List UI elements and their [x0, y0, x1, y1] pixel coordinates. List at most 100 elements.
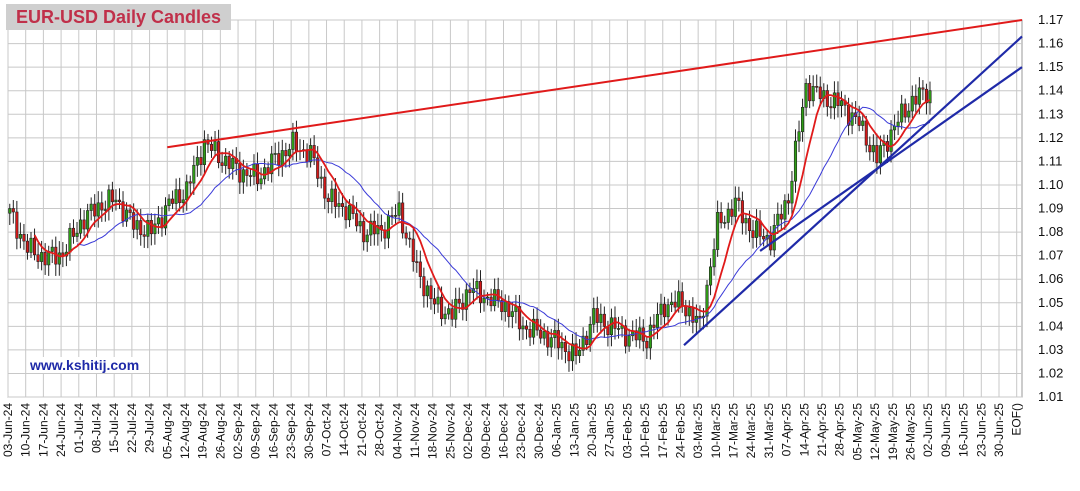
candle-down [914, 95, 918, 105]
x-tick-label: 24-Jun-24 [54, 403, 68, 457]
candle-down [362, 221, 366, 243]
candle-down [316, 157, 320, 179]
candle-up [114, 199, 118, 203]
candle-down [737, 197, 741, 201]
candle-up [47, 251, 51, 266]
x-tick-label: 16-Jun-25 [957, 403, 971, 457]
x-tick-label: 19-Aug-24 [196, 403, 210, 459]
candle-up [365, 234, 369, 243]
candle-up [475, 280, 479, 289]
candle-down [277, 153, 281, 166]
candle-down [390, 215, 394, 217]
candle-up [712, 249, 716, 268]
candle-down [857, 116, 861, 126]
candle-up [486, 296, 490, 299]
candle-up [744, 218, 748, 224]
y-tick-label: 1.06 [1038, 271, 1063, 286]
x-tick-label: 10-Feb-25 [638, 403, 652, 459]
candle-up [889, 129, 893, 152]
x-tick-label: 05-May-25 [850, 403, 864, 461]
candle-down [100, 202, 104, 211]
candle-up [627, 335, 631, 347]
candle-up [797, 131, 801, 142]
candle-down [209, 143, 214, 151]
candle-down [440, 296, 444, 320]
candle-down [25, 240, 30, 253]
candle-up [454, 298, 458, 320]
candle-up [181, 199, 185, 204]
x-tick-label: 03-Jun-24 [1, 403, 15, 457]
y-tick-label: 1.14 [1038, 83, 1063, 98]
candle-down [829, 106, 833, 109]
candle-up [447, 308, 451, 315]
candle-down [517, 306, 521, 330]
candle-down [818, 86, 822, 100]
candle-up [705, 284, 709, 317]
candle-up [910, 95, 914, 112]
chart-grid [7, 19, 1023, 398]
candle-up [578, 350, 582, 357]
candle-down [355, 213, 359, 227]
candle-up [493, 289, 497, 307]
candle-up [655, 314, 659, 328]
y-tick-label: 1.08 [1038, 224, 1063, 239]
candle-up [397, 202, 401, 216]
x-tick-label: 06-Jan-25 [550, 403, 564, 457]
candle-up [40, 252, 44, 262]
candle-up [96, 202, 100, 217]
candle-up [755, 220, 759, 238]
candle-up [716, 211, 720, 250]
candle-down [924, 88, 928, 104]
x-tick-label: 24-Mar-25 [744, 403, 758, 459]
candle-up [928, 90, 932, 104]
candle-down [220, 162, 224, 166]
candle-up [337, 203, 341, 207]
y-tick-label: 1.03 [1038, 342, 1063, 357]
candle-up [482, 297, 486, 304]
candle-down [808, 83, 812, 102]
candle-down [401, 202, 405, 234]
candle-down [595, 308, 599, 323]
x-tick-label: EOF() [1010, 403, 1024, 436]
candle-up [776, 213, 780, 226]
x-tick-label: 02-Dec-24 [461, 403, 475, 459]
x-tick-label: 02-Sep-24 [231, 403, 245, 459]
candle-up [772, 225, 776, 251]
candle-up [687, 307, 691, 317]
x-tick-label: 05-Aug-24 [160, 403, 174, 459]
watermark-link[interactable]: www.kshitij.com [28, 357, 142, 373]
x-tick-label: 29-Jul-24 [143, 403, 157, 453]
candle-down [903, 103, 907, 118]
candle-up [291, 131, 295, 150]
candle-down [500, 300, 504, 312]
candle-down [528, 328, 532, 338]
candle-up [783, 200, 787, 220]
candle-down [171, 198, 175, 204]
x-tick-label: 20-Jan-25 [585, 403, 599, 457]
candle-down [284, 150, 288, 157]
candle-down [372, 220, 376, 235]
candle-up [156, 217, 160, 225]
candle-up [135, 220, 139, 230]
candle-up [861, 120, 865, 126]
candle-down [662, 303, 667, 318]
candle-down [684, 305, 688, 317]
candle-down [602, 313, 606, 327]
candle-up [68, 227, 72, 253]
candle-up [153, 223, 157, 235]
candle-down [468, 289, 472, 293]
candle-up [581, 335, 585, 351]
candle-down [507, 301, 511, 317]
candle-up [588, 324, 592, 345]
candle-down [574, 343, 578, 357]
candle-down [730, 208, 734, 217]
candle-up [801, 106, 805, 133]
candle-up [592, 308, 596, 325]
y-tick-label: 1.07 [1038, 248, 1063, 263]
candle-down [411, 238, 415, 262]
candle-up [510, 311, 514, 317]
x-tick-label: 27-Jan-25 [603, 403, 617, 457]
candle-up [616, 328, 621, 330]
candle-up [793, 140, 798, 182]
chart-title: EUR-USD Daily Candles [6, 4, 232, 30]
